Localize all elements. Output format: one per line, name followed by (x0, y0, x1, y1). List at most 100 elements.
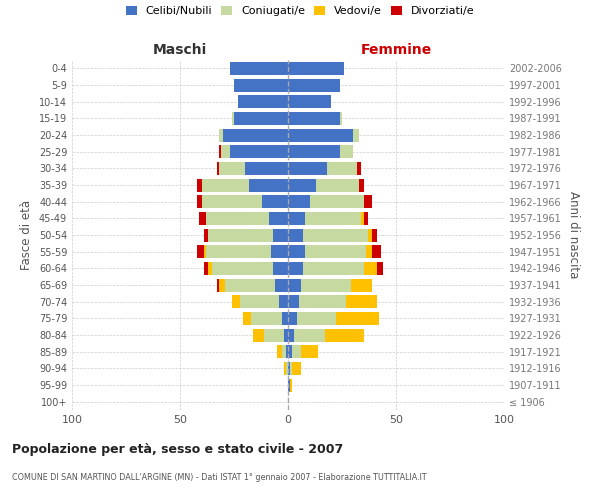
Y-axis label: Fasce di età: Fasce di età (20, 200, 33, 270)
Bar (372, 245, 381, 258)
Bar (234, 112, 288, 125)
Bar (310, 195, 364, 208)
Bar (290, 362, 292, 375)
Bar (288, 128, 353, 141)
Bar (234, 78, 288, 92)
Bar (197, 195, 202, 208)
Bar (301, 278, 350, 291)
Bar (238, 95, 288, 108)
Bar (286, 345, 288, 358)
Bar (204, 228, 208, 241)
Bar (288, 178, 316, 192)
Text: Maschi: Maschi (153, 42, 207, 56)
Bar (242, 312, 251, 325)
Bar (288, 195, 310, 208)
Bar (197, 245, 204, 258)
Bar (359, 178, 364, 192)
Bar (273, 262, 288, 275)
Bar (208, 228, 273, 241)
Bar (212, 262, 273, 275)
Bar (288, 245, 305, 258)
Bar (230, 62, 288, 75)
Bar (296, 312, 335, 325)
Text: COMUNE DI SAN MARTINO DALL'ARGINE (MN) - Dati ISTAT 1° gennaio 2007 - Elaborazio: COMUNE DI SAN MARTINO DALL'ARGINE (MN) -… (12, 472, 427, 482)
Bar (288, 62, 344, 75)
Bar (288, 212, 305, 225)
Bar (219, 278, 226, 291)
Bar (269, 212, 288, 225)
Bar (357, 162, 361, 175)
Bar (301, 345, 318, 358)
Bar (204, 262, 208, 275)
Bar (288, 278, 301, 291)
Bar (290, 378, 292, 392)
Bar (303, 228, 368, 241)
Bar (288, 78, 340, 92)
Bar (335, 312, 379, 325)
Bar (264, 328, 284, 342)
Text: Popolazione per età, sesso e stato civile - 2007: Popolazione per età, sesso e stato civil… (12, 442, 343, 456)
Bar (286, 362, 288, 375)
Bar (206, 245, 271, 258)
Bar (219, 128, 223, 141)
Bar (361, 212, 364, 225)
Bar (275, 278, 288, 291)
Bar (197, 178, 202, 192)
Bar (241, 295, 280, 308)
Bar (299, 295, 346, 308)
Bar (377, 262, 383, 275)
Bar (325, 328, 364, 342)
Bar (253, 328, 264, 342)
Bar (280, 295, 288, 308)
Bar (288, 328, 295, 342)
Bar (271, 245, 288, 258)
Bar (277, 345, 281, 358)
Bar (288, 345, 292, 358)
Bar (288, 228, 303, 241)
Bar (288, 262, 303, 275)
Bar (340, 112, 342, 125)
Bar (217, 278, 219, 291)
Bar (219, 145, 221, 158)
Bar (292, 362, 301, 375)
Bar (262, 195, 288, 208)
Bar (202, 195, 262, 208)
Bar (346, 295, 377, 308)
Bar (288, 312, 296, 325)
Bar (288, 162, 327, 175)
Bar (202, 178, 249, 192)
Bar (368, 228, 372, 241)
Bar (206, 212, 269, 225)
Bar (295, 328, 325, 342)
Bar (273, 228, 288, 241)
Bar (281, 312, 288, 325)
Bar (288, 362, 290, 375)
Bar (284, 328, 288, 342)
Bar (199, 212, 206, 225)
Bar (353, 128, 359, 141)
Bar (232, 112, 234, 125)
Bar (226, 278, 275, 291)
Bar (232, 295, 241, 308)
Y-axis label: Anni di nascita: Anni di nascita (567, 192, 580, 278)
Bar (245, 162, 288, 175)
Text: Femmine: Femmine (361, 42, 431, 56)
Bar (281, 345, 286, 358)
Bar (303, 262, 364, 275)
Bar (288, 95, 331, 108)
Legend: Celibi/Nubili, Coniugati/e, Vedovi/e, Divorziati/e: Celibi/Nubili, Coniugati/e, Vedovi/e, Di… (125, 6, 475, 16)
Bar (340, 145, 353, 158)
Bar (230, 145, 288, 158)
Bar (288, 378, 290, 392)
Bar (316, 178, 359, 192)
Bar (350, 278, 372, 291)
Bar (284, 362, 286, 375)
Bar (219, 162, 245, 175)
Bar (305, 245, 366, 258)
Bar (288, 295, 299, 308)
Bar (288, 112, 340, 125)
Bar (217, 162, 219, 175)
Bar (288, 145, 340, 158)
Bar (292, 345, 301, 358)
Bar (204, 245, 206, 258)
